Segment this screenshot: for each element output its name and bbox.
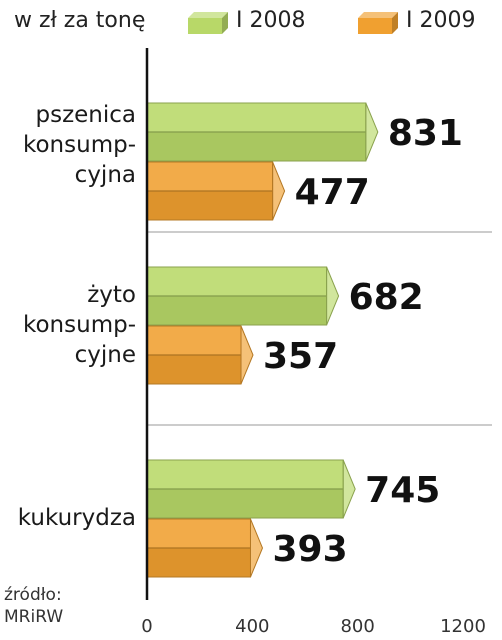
bar-lower-face	[147, 132, 366, 161]
bar-end-cap	[365, 102, 379, 162]
category-line: konsump-	[22, 312, 136, 338]
category-line: cyjne	[74, 342, 136, 368]
x-tick-label: 400	[235, 616, 269, 637]
x-tick-label: 800	[340, 616, 374, 637]
bar-upper-face	[147, 519, 251, 548]
legend-icon-top	[188, 12, 228, 18]
legend-icon-side	[392, 12, 398, 34]
bar-end-cap	[249, 518, 264, 578]
legend-icon-side	[222, 12, 228, 34]
bar-value-label: 831	[388, 113, 463, 154]
bar-value-label: 477	[295, 172, 370, 213]
bar-value-label: 357	[263, 336, 338, 377]
legend-icon-top	[358, 12, 398, 18]
bar-upper-face	[147, 326, 242, 355]
x-tick-label: 1200	[440, 616, 486, 637]
x-tick-label: 0	[141, 616, 152, 637]
bar-end-cap	[240, 325, 254, 385]
bar-value-label: 745	[365, 470, 440, 511]
bar-end-cap	[326, 266, 340, 326]
category-label-zyto: żyto konsump- cyjne	[23, 280, 136, 370]
category-line: pszenica	[35, 102, 136, 128]
bar-upper-face	[147, 162, 273, 191]
unit-label: w zł za tonę	[14, 8, 146, 33]
bar-lower-face	[147, 296, 327, 325]
category-line: konsump-	[22, 132, 136, 158]
bar-end-cap	[272, 161, 286, 221]
legend-label-2008: I 2008	[236, 8, 306, 33]
bar-value-label: 393	[272, 529, 347, 570]
bar-upper-face	[147, 103, 366, 132]
category-line: żyto	[87, 282, 136, 308]
bar-lower-face	[147, 191, 273, 220]
category-line: cyjna	[74, 162, 136, 188]
source-label: źródło:	[4, 585, 62, 605]
legend-label-2009: I 2009	[406, 8, 476, 33]
legend-icon-front	[188, 18, 222, 34]
bar-value-label: 682	[349, 277, 424, 318]
bar-lower-face	[147, 355, 242, 384]
category-label-kukurydza: kukurydza	[18, 503, 136, 533]
source-note: źródło: MRiRW	[4, 584, 63, 628]
bar-lower-face	[147, 548, 251, 577]
bar-end-cap	[342, 459, 356, 519]
category-line: kukurydza	[17, 505, 136, 531]
bar-lower-face	[147, 489, 344, 518]
category-label-pszenica: pszenica konsump- cyjna	[23, 100, 136, 190]
bar-upper-face	[147, 267, 327, 296]
legend-icon-front	[358, 18, 392, 34]
bar-upper-face	[147, 460, 344, 489]
source-name: MRiRW	[4, 607, 64, 627]
